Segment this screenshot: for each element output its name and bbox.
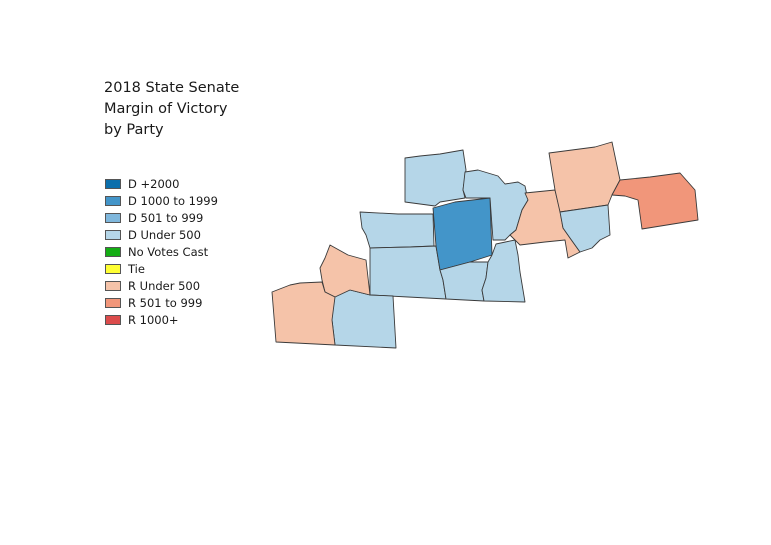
county-12 [548, 141, 621, 213]
legend-label: D +2000 [128, 176, 180, 191]
county-6 [439, 261, 489, 302]
legend-item-tie: Tie [105, 260, 218, 277]
legend-item-r-1000: R 1000+ [105, 311, 218, 328]
legend-swatch [105, 297, 121, 308]
legend-item-d-501-999: D 501 to 999 [105, 209, 218, 226]
county-9 [319, 244, 371, 298]
county-4 [369, 245, 447, 300]
legend-item-d-2000: D +2000 [105, 175, 218, 192]
legend-label: R Under 500 [128, 278, 201, 293]
county-13 [559, 204, 611, 253]
legend-swatch [105, 195, 121, 206]
legend-swatch [105, 229, 121, 240]
legend-item-no-votes: No Votes Cast [105, 243, 218, 260]
legend-item-r-501-999: R 501 to 999 [105, 294, 218, 311]
county-5 [432, 197, 493, 271]
county-10 [271, 281, 336, 346]
legend: D +2000 D 1000 to 1999 D 501 to 999 D Un… [105, 175, 218, 328]
county-3 [359, 211, 435, 249]
legend-label: R 1000+ [128, 312, 179, 327]
legend-label: D 1000 to 1999 [128, 193, 218, 208]
legend-item-d-under-500: D Under 500 [105, 226, 218, 243]
legend-swatch [105, 263, 121, 274]
title-line-2: Margin of Victory [104, 101, 228, 117]
county-7 [481, 239, 526, 303]
legend-swatch [105, 246, 121, 257]
legend-label: D 501 to 999 [128, 210, 204, 225]
legend-label: Tie [128, 261, 145, 276]
legend-label: No Votes Cast [128, 244, 209, 259]
legend-label: D Under 500 [128, 227, 201, 242]
county-14 [611, 172, 699, 230]
title-line-3: by Party [104, 122, 164, 138]
title-line-1: 2018 State Senate [104, 80, 240, 96]
legend-label: R 501 to 999 [128, 295, 203, 310]
county-1 [404, 149, 467, 207]
legend-item-r-under-500: R Under 500 [105, 277, 218, 294]
legend-swatch [105, 280, 121, 291]
legend-swatch [105, 178, 121, 189]
legend-item-d-1000-1999: D 1000 to 1999 [105, 192, 218, 209]
legend-swatch [105, 314, 121, 325]
county-8 [329, 289, 397, 349]
legend-swatch [105, 212, 121, 223]
map-title: 2018 State Senate Margin of Victory by P… [104, 78, 239, 141]
